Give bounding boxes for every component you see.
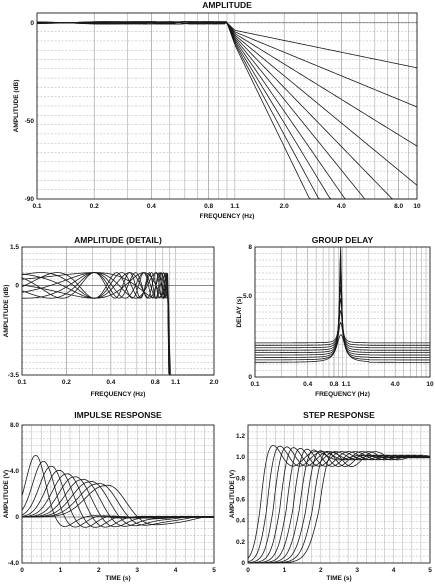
group_delay-series-order-10 (255, 246, 430, 344)
group_delay-x-tick-label: 0.8 (329, 381, 338, 388)
group_delay-x-tick-label: 0.1 (250, 381, 259, 388)
amplitude-x-tick-label: 1.1 (230, 203, 239, 210)
impulse_response-series-order-4 (21, 469, 214, 528)
amplitude_detail-x-tick-label: 1.1 (171, 379, 180, 386)
step_response-x-tick-label: 4 (392, 567, 396, 574)
impulse_response-series-group (21, 455, 215, 528)
amplitude_detail-y-tick-label: 1.5 (10, 244, 19, 251)
group_delay-y-tick-label: 8 (248, 244, 252, 251)
impulse_response-x-axis-label: TIME (s) (105, 575, 130, 582)
step_response-x-axis-label: TIME (s) (326, 575, 351, 582)
impulse_response-x-tick-label: 2 (97, 567, 101, 574)
impulse_response-series-order-9 (22, 483, 215, 526)
amplitude-plot-frame (36, 12, 418, 200)
step_response-x-tick-label: 1 (283, 567, 287, 574)
impulse_response-y-tick-label: -4.0 (8, 560, 20, 567)
step_response-x-tick-label: 0 (246, 567, 250, 574)
group-delay-chart: 0.1 0.4 0.8 1.1 4.0 10 8 5.0 0 GROUP DELAY FREQUEN… (236, 235, 434, 398)
impulse_response-y-tick-label: 8.0 (10, 422, 19, 429)
amplitude-series-group (36, 21, 418, 200)
amplitude-x-axis-label: FREQUENCY (Hz) (200, 213, 255, 220)
group_delay-x-axis-label: FREQUENCY (Hz) (315, 391, 370, 398)
step_response-y-tick-label: 0.8 (236, 475, 245, 482)
amplitude_detail-series-order-10 (21, 271, 214, 376)
step_response-y-tick-label: 1.0 (236, 454, 245, 461)
step_response-y-tick-label: 0.6 (236, 497, 245, 504)
amplitude_detail-plot-frame (21, 246, 215, 376)
step_response-series-order-5 (247, 447, 431, 564)
impulse_response-series-order-7 (21, 478, 214, 527)
amplitude-x-tick-label: 2.0 (280, 203, 289, 210)
amplitude-grid (36, 12, 418, 200)
group_delay-title: GROUP DELAY (312, 235, 374, 245)
impulse_response-y-tick-label: 4.0 (10, 468, 19, 475)
group_delay-x-tick-label: 4.0 (391, 381, 400, 388)
step_response-series-group (247, 445, 431, 564)
amplitude_detail-series-group (21, 271, 214, 376)
amplitude_detail-x-tick-label: 0.1 (17, 379, 26, 386)
group_delay-series-order-2 (255, 334, 430, 363)
step_response-y-axis-label: AMPLITUDE (V) (229, 470, 236, 518)
impulse_response-title: IMPULSE RESPONSE (74, 410, 162, 420)
step_response-y-tick-label: 0.2 (236, 539, 245, 546)
step_response-x-tick-label: 5 (428, 567, 432, 574)
amplitude-x-tick-label: 0.4 (147, 203, 156, 210)
amplitude-x-tick-label: 0.1 (32, 203, 41, 210)
group_delay-x-tick-label: 1.1 (342, 381, 351, 388)
amplitude_detail-x-tick-label: 2.0 (209, 379, 218, 386)
amplitude-x-tick-label: 0.8 (204, 203, 213, 210)
group_delay-plot-frame (254, 246, 431, 378)
amplitude-x-tick-label: 10 (413, 203, 421, 210)
step_response-y-tick-label: 0.4 (236, 518, 245, 525)
amplitude-detail-chart: 0.1 0.2 0.4 0.8 1.1 2.0 1.5 0 -3.5 AMPLITUDE (DET… (3, 235, 219, 398)
step_response-title: STEP RESPONSE (303, 410, 375, 420)
impulse_response-x-tick-label: 3 (135, 567, 139, 574)
amplitude-chart: 0.1 0.2 0.4 0.8 1.1 2.0 4.0 8.0 10 0 -50 -90 AMPLITU… (13, 0, 421, 220)
step_response-y-tick-label: 0 (241, 560, 245, 567)
step_response-series-order-10 (248, 451, 431, 564)
amplitude_detail-y-axis-label: AMPLITUDE (dB) (3, 285, 10, 338)
impulse_response-x-tick-label: 1 (59, 567, 63, 574)
amplitude-y-tick-label: -50 (25, 118, 35, 125)
amplitude_detail-x-tick-label: 0.4 (106, 379, 115, 386)
amplitude-x-tick-label: 0.2 (90, 203, 99, 210)
group_delay-x-tick-label: 10 (426, 381, 434, 388)
amplitude_detail-grid (21, 246, 215, 376)
amplitude-series-order-10 (36, 21, 417, 200)
impulse_response-x-tick-label: 5 (212, 567, 216, 574)
impulse_response-series-order-8 (21, 481, 215, 527)
group_delay-y-axis-label: DELAY (s) (236, 296, 243, 327)
impulse_response-series-order-10 (22, 484, 214, 526)
step_response-series-order-8 (248, 450, 431, 564)
amplitude-x-tick-label: 4.0 (337, 203, 346, 210)
step_response-x-tick-label: 3 (355, 567, 359, 574)
group_delay-y-tick-label: 0 (248, 374, 252, 381)
amplitude_detail-x-tick-label: 0.8 (151, 379, 160, 386)
amplitude_detail-x-tick-label: 0.2 (62, 379, 71, 386)
amplitude_detail-y-tick-label: -3.5 (8, 372, 20, 379)
amplitude_detail-x-axis-label: FREQUENCY (Hz) (91, 391, 146, 398)
impulse_response-y-axis-label: AMPLITUDE (V) (3, 470, 10, 518)
step_response-plot-frame (247, 424, 431, 564)
impulse_response-plot-frame (21, 424, 215, 564)
amplitude-x-tick-label: 8.0 (394, 203, 403, 210)
group_delay-x-tick-label: 0.4 (303, 381, 312, 388)
step_response-y-tick-label: 1.2 (236, 433, 245, 440)
step_response-x-tick-label: 2 (319, 567, 323, 574)
amplitude-title: AMPLITUDE (202, 0, 252, 10)
amplitude_detail-title: AMPLITUDE (DETAIL) (74, 235, 162, 245)
amplitude_detail-y-tick-label: 0 (15, 283, 19, 290)
impulse_response-x-tick-label: 4 (174, 567, 178, 574)
amplitude-y-tick-label: -90 (25, 196, 35, 203)
group_delay-series-group (255, 246, 430, 363)
impulse_response-y-tick-label: 0 (15, 514, 19, 521)
amplitude-y-axis-label: AMPLITUDE (dB) (13, 80, 20, 133)
amplitude-y-tick-label: 0 (30, 20, 34, 27)
impulse_response-x-tick-label: 0 (20, 567, 24, 574)
group_delay-y-tick-label: 5.0 (243, 293, 252, 300)
step-response-chart: 0 1 2 3 4 5 1.2 1.0 0.8 0.6 0.4 0.2 0 STEP RESPONSE TI… (229, 410, 432, 582)
